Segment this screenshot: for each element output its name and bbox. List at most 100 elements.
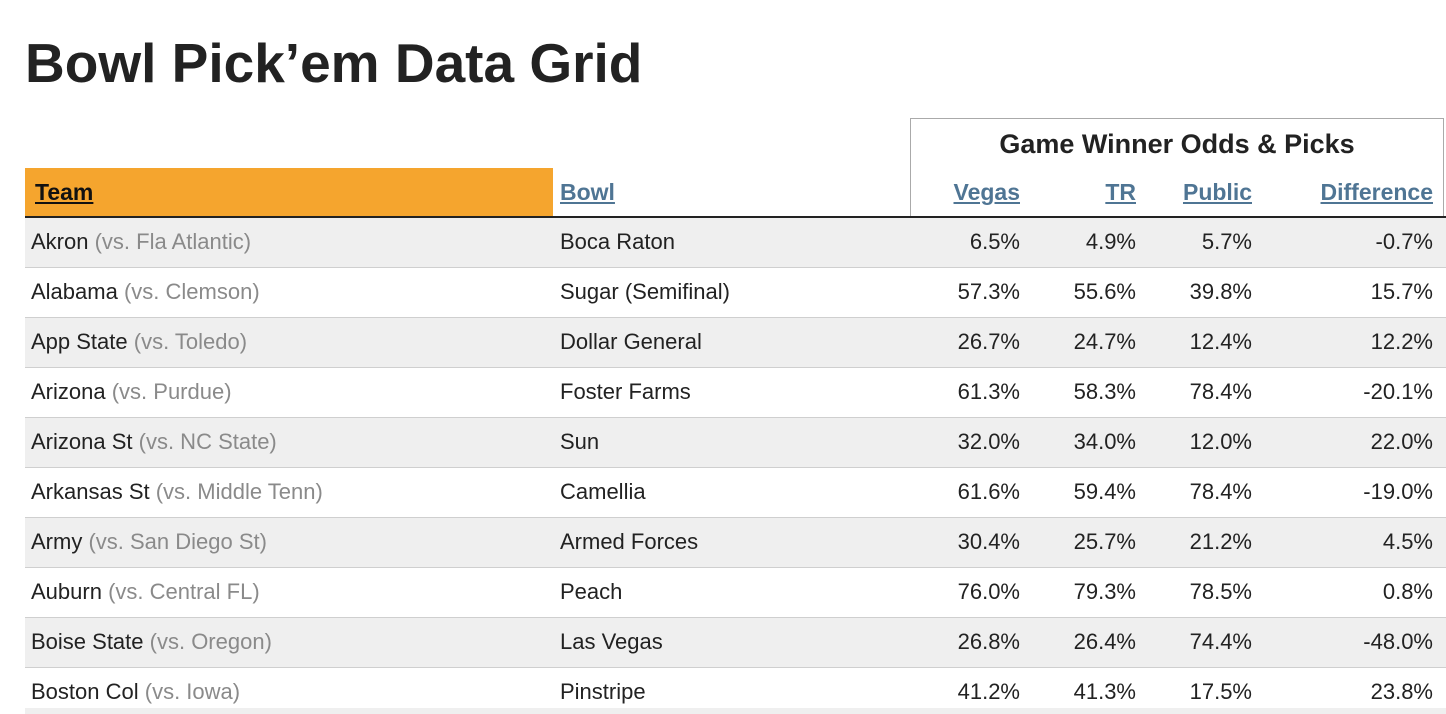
bowl-cell: Armed Forces	[560, 529, 699, 554]
bowl-cell: Pinstripe	[560, 679, 646, 704]
team-cell: Akron (vs. Fla Atlantic)	[31, 218, 251, 266]
table-row: Arizona (vs. Purdue) Foster Farms 61.3% 58.…	[25, 368, 1446, 418]
header-divider	[25, 216, 1446, 218]
table-body: Akron (vs. Fla Atlantic) Boca Raton 6.5% 4.…	[25, 218, 1446, 714]
vegas-cell: 57.3%	[957, 279, 1020, 304]
sorted-column-highlight	[25, 168, 553, 216]
vegas-cell: 6.5%	[969, 229, 1020, 254]
tr-cell: 55.6%	[1073, 279, 1136, 304]
sort-vegas-link[interactable]: Vegas	[953, 179, 1021, 205]
bowl-cell: Sun	[560, 429, 600, 454]
public-cell: 78.4%	[1189, 379, 1252, 404]
public-cell: 12.4%	[1189, 329, 1252, 354]
bowl-cell: Dollar General	[560, 329, 702, 354]
sort-tr-link[interactable]: TR	[1105, 179, 1136, 205]
opponent-label: (vs. Fla Atlantic)	[94, 229, 252, 254]
bowl-cell: Las Vegas	[560, 629, 663, 654]
vegas-cell: 26.8%	[957, 629, 1020, 654]
difference-cell: 15.7%	[1370, 279, 1433, 304]
opponent-label: (vs. San Diego St)	[88, 529, 267, 554]
team-cell: Boise State (vs. Oregon)	[31, 618, 272, 666]
difference-cell: 22.0%	[1370, 429, 1433, 454]
team-cell: Army (vs. San Diego St)	[31, 518, 267, 566]
team-cell: Arkansas St (vs. Middle Tenn)	[31, 468, 323, 516]
team-name: Boise State	[31, 629, 144, 654]
tr-cell: 58.3%	[1073, 379, 1136, 404]
bowl-cell: Foster Farms	[560, 379, 691, 404]
public-cell: 21.2%	[1189, 529, 1252, 554]
opponent-label: (vs. Oregon)	[149, 629, 272, 654]
team-cell: Arizona St (vs. NC State)	[31, 418, 277, 466]
tr-cell: 26.4%	[1073, 629, 1136, 654]
column-group-title: Game Winner Odds & Picks	[999, 129, 1355, 159]
table-row: Alabama (vs. Clemson) Sugar (Semifinal) 57…	[25, 268, 1446, 318]
opponent-label: (vs. Middle Tenn)	[155, 479, 323, 504]
vegas-cell: 61.6%	[957, 479, 1020, 504]
difference-cell: -20.1%	[1363, 379, 1433, 404]
table-row: Arkansas St (vs. Middle Tenn) Camellia 61.…	[25, 468, 1446, 518]
team-cell: Auburn (vs. Central FL)	[31, 568, 260, 616]
public-cell: 12.0%	[1189, 429, 1252, 454]
table-row: App State (vs. Toledo) Dollar General 26.7…	[25, 318, 1446, 368]
sort-bowl-link[interactable]: Bowl	[560, 179, 615, 205]
vegas-cell: 32.0%	[957, 429, 1020, 454]
tr-cell: 34.0%	[1073, 429, 1136, 454]
column-group-box	[910, 118, 1444, 218]
vegas-cell: 61.3%	[957, 379, 1020, 404]
team-cell: Alabama (vs. Clemson)	[31, 268, 260, 316]
vegas-cell: 30.4%	[957, 529, 1020, 554]
public-cell: 17.5%	[1189, 679, 1252, 704]
vegas-cell: 41.2%	[957, 679, 1020, 704]
page-title: Bowl Pick’em Data Grid	[25, 32, 643, 94]
opponent-label: (vs. Iowa)	[144, 679, 241, 704]
team-name: Boston Col	[31, 679, 139, 704]
opponent-label: (vs. Clemson)	[123, 279, 260, 304]
team-name: Army	[31, 529, 83, 554]
team-name: Auburn	[31, 579, 102, 604]
public-cell: 5.7%	[1201, 229, 1252, 254]
vegas-cell: 26.7%	[957, 329, 1020, 354]
sort-public-link[interactable]: Public	[1182, 179, 1252, 205]
bowl-cell: Peach	[560, 579, 623, 604]
opponent-label: (vs. Purdue)	[111, 379, 232, 404]
difference-cell: -19.0%	[1363, 479, 1433, 504]
public-cell: 39.8%	[1189, 279, 1252, 304]
bowl-cell: Sugar (Semifinal)	[560, 279, 730, 304]
tr-cell: 79.3%	[1073, 579, 1136, 604]
table-row: Boston Col (vs. Iowa) Pinstripe 41.2% 41.3%…	[25, 668, 1446, 714]
team-cell: Boston Col (vs. Iowa)	[31, 668, 240, 714]
difference-cell: -0.7%	[1375, 229, 1433, 254]
vegas-cell: 76.0%	[957, 579, 1020, 604]
difference-cell: -48.0%	[1363, 629, 1433, 654]
bowl-cell: Boca Raton	[560, 229, 675, 254]
public-cell: 74.4%	[1189, 629, 1252, 654]
public-cell: 78.4%	[1189, 479, 1252, 504]
table-row-partial	[25, 708, 1446, 714]
opponent-label: (vs. NC State)	[138, 429, 277, 454]
tr-cell: 25.7%	[1073, 529, 1136, 554]
tr-cell: 59.4%	[1073, 479, 1136, 504]
team-name: Arkansas St	[31, 479, 150, 504]
opponent-label: (vs. Toledo)	[133, 329, 248, 354]
bowl-cell: Camellia	[560, 479, 646, 504]
tr-cell: 41.3%	[1073, 679, 1136, 704]
difference-cell: 23.8%	[1370, 679, 1433, 704]
team-name: Arizona St	[31, 429, 133, 454]
difference-cell: 0.8%	[1382, 579, 1433, 604]
table-row: Akron (vs. Fla Atlantic) Boca Raton 6.5% 4.…	[25, 218, 1446, 268]
team-name: Arizona	[31, 379, 106, 404]
sort-difference-link[interactable]: Difference	[1320, 179, 1433, 205]
table-row: Boise State (vs. Oregon) Las Vegas 26.8% 26…	[25, 618, 1446, 668]
tr-cell: 24.7%	[1073, 329, 1136, 354]
team-cell: App State (vs. Toledo)	[31, 318, 247, 366]
opponent-label: (vs. Central FL)	[108, 579, 260, 604]
sort-team-link[interactable]: Team	[35, 179, 94, 205]
table-row: Auburn (vs. Central FL) Peach 76.0% 79.3% 78…	[25, 568, 1446, 618]
table-row: Army (vs. San Diego St) Armed Forces 30.4%…	[25, 518, 1446, 568]
difference-cell: 12.2%	[1370, 329, 1433, 354]
difference-cell: 4.5%	[1382, 529, 1433, 554]
tr-cell: 4.9%	[1085, 229, 1136, 254]
team-cell: Arizona (vs. Purdue)	[31, 368, 232, 416]
table-header: Team Bowl Vegas TR Public Difference	[25, 168, 1446, 216]
